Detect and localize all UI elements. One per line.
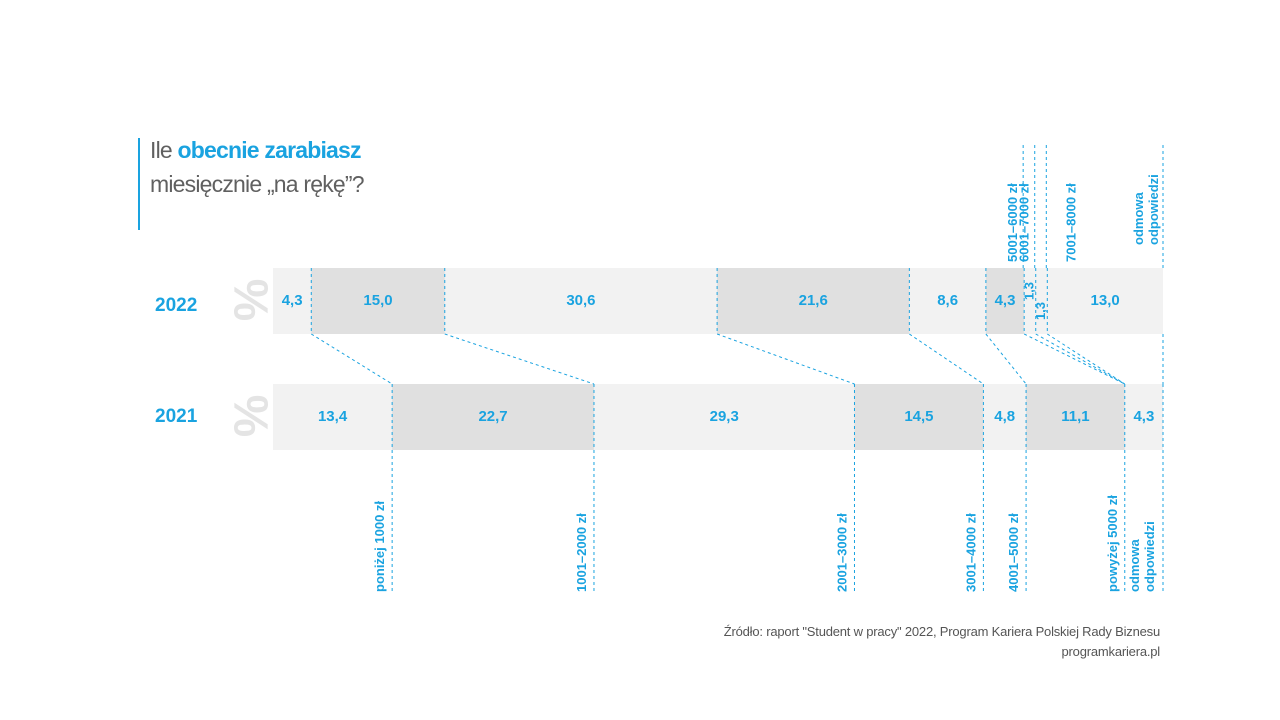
value-label-2022-3: 21,6 xyxy=(799,292,828,309)
bottom-label-0: poniżej 1000 zł xyxy=(372,501,387,592)
title-accent: obecnie zarabiasz xyxy=(177,137,361,163)
bar-segment-2022-8 xyxy=(1047,268,1163,334)
value-label-2022-1: 15,0 xyxy=(363,292,392,309)
bar-segment-2022-1 xyxy=(311,268,445,334)
title-prefix: Ile xyxy=(150,137,178,163)
connector-4 xyxy=(985,333,1027,385)
year-label-2022: 2022 xyxy=(155,295,198,316)
value-label-2021-6: 4,3 xyxy=(1133,408,1154,425)
bar-segment-2021-5 xyxy=(1026,384,1125,450)
value-label-2022-7: 1,3 xyxy=(1033,302,1048,320)
top-label-7001-8000: 7001–8000 zł xyxy=(1063,183,1078,262)
year-label-2021: 2021 xyxy=(155,406,198,427)
connector-2 xyxy=(716,333,855,385)
bar-segment-2021-2 xyxy=(593,384,855,450)
top-label-5001-6000: 5001–6000 zł xyxy=(1005,183,1020,262)
bar-segment-2021-0 xyxy=(273,384,393,450)
bar-segment-2022-2 xyxy=(444,268,718,334)
top-label-odpowiedzi: odpowiedzi xyxy=(1146,174,1161,245)
value-label-2021-3: 14,5 xyxy=(904,408,933,425)
bottom-label-odmowa: odmowa xyxy=(1127,539,1142,592)
connector-6 xyxy=(1035,333,1126,385)
bar-segment-2022-4 xyxy=(909,268,986,334)
value-label-2021-1: 22,7 xyxy=(478,408,507,425)
value-label-2022-6: 1,3 xyxy=(1021,282,1036,300)
bottom-label-1: 1001–2000 zł xyxy=(574,513,589,592)
value-label-2021-0: 13,4 xyxy=(318,408,348,425)
connector-5 xyxy=(1023,333,1125,385)
chart-title: Ile obecnie zarabiasz miesięcznie „na rę… xyxy=(150,133,365,201)
source-note: Źródło: raport "Student w pracy" 2022, P… xyxy=(724,622,1160,662)
value-label-2022-8: 13,0 xyxy=(1091,292,1120,309)
bottom-label-4: 4001–5000 zł xyxy=(1006,513,1021,592)
bar-segment-2022-3 xyxy=(717,268,910,334)
value-label-2021-4: 4,8 xyxy=(994,408,1015,425)
bottom-label-5: powyżej 5000 zł xyxy=(1105,495,1120,592)
bar-segment-2021-4 xyxy=(983,384,1027,450)
bottom-label-odpowiedzi: odpowiedzi xyxy=(1142,521,1157,592)
top-label-odmowa: odmowa xyxy=(1131,192,1146,245)
bottom-label-2: 2001–3000 zł xyxy=(834,513,849,592)
bar-segment-2021-6 xyxy=(1124,384,1163,450)
title-accent-bar xyxy=(138,138,140,230)
bottom-label-3: 3001–4000 zł xyxy=(963,513,978,592)
value-label-2022-4: 8,6 xyxy=(937,292,958,309)
title-line-2: miesięcznie „na rękę”? xyxy=(150,171,365,197)
source-line-1: Źródło: raport "Student w pracy" 2022, P… xyxy=(723,624,1160,639)
value-label-2022-0: 4,3 xyxy=(282,292,303,309)
connector-1 xyxy=(444,333,595,385)
value-label-2022-2: 30,6 xyxy=(566,292,595,309)
connector-0 xyxy=(311,333,393,385)
value-label-2021-5: 11,1 xyxy=(1061,408,1089,425)
bar-segment-2022-5 xyxy=(985,268,1025,334)
title-line-1: Ile obecnie zarabiasz xyxy=(150,133,364,167)
value-label-2021-2: 29,3 xyxy=(710,408,739,425)
top-label-6001-7000: 6001–7000 zł xyxy=(1017,183,1032,262)
bar-segment-2022-6 xyxy=(1024,268,1036,334)
value-label-2022-5: 4,3 xyxy=(995,292,1016,309)
bar-segment-2021-3 xyxy=(854,384,984,450)
source-line-2: programkariera.pl xyxy=(1061,644,1161,659)
bar-segment-2021-1 xyxy=(392,384,594,450)
connector-3 xyxy=(909,333,984,385)
connector-7 xyxy=(1047,333,1126,385)
bar-segment-2022-0 xyxy=(273,268,312,334)
bar-segment-2022-7 xyxy=(1035,268,1048,334)
